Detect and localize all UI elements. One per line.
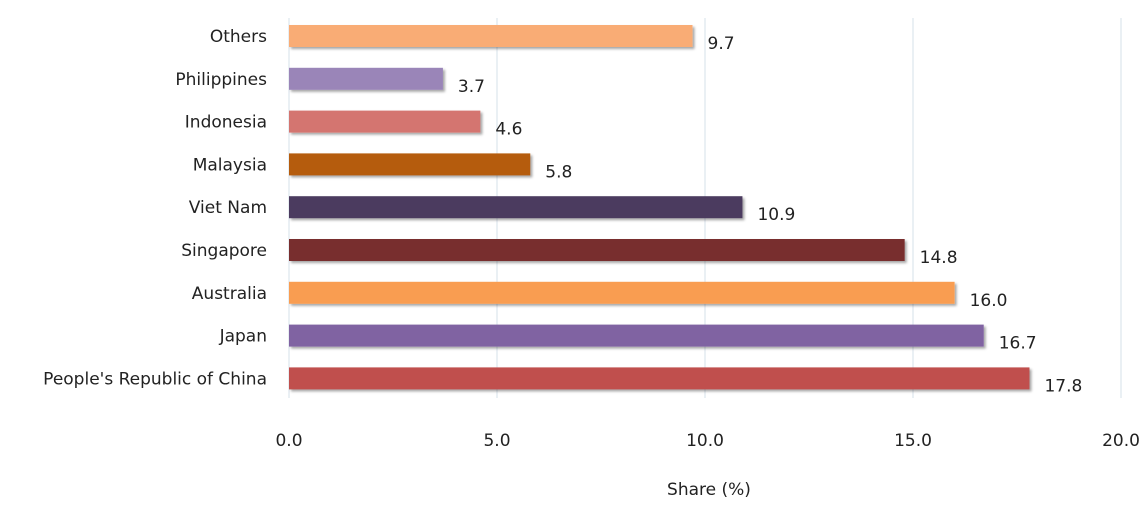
x-tick-labels: 0.0 5.0 10.0 15.0 20.0: [275, 431, 1139, 451]
category-label: Malaysia: [193, 155, 267, 175]
category-label: Philippines: [175, 70, 267, 90]
bar: [289, 153, 531, 176]
category-label: Australia: [192, 284, 267, 304]
bar: [289, 25, 693, 47]
category-label: Others: [210, 27, 267, 47]
x-tick-label: 10.0: [686, 431, 724, 451]
data-label: 9.7: [708, 34, 735, 54]
category-label: Viet Nam: [189, 198, 267, 218]
category-label: Singapore: [181, 241, 267, 261]
data-label: 17.8: [1044, 376, 1082, 396]
data-label: 4.6: [495, 120, 522, 140]
bar: [289, 110, 481, 133]
data-labels: 9.7 3.7 4.6 5.8 10.9 14.8 16.0 16.7 17.8: [458, 34, 1082, 396]
category-label: People's Republic of China: [43, 369, 267, 389]
x-axis-title: Share (%): [667, 480, 751, 500]
data-label: 16.7: [999, 334, 1037, 354]
data-label: 5.8: [545, 162, 572, 182]
bar: [289, 367, 1030, 390]
data-label: 10.9: [757, 205, 795, 225]
category-label: Japan: [219, 327, 267, 347]
data-label: 16.0: [970, 291, 1008, 311]
bars: [289, 25, 1030, 390]
x-tick-label: 0.0: [275, 431, 302, 451]
category-label: Indonesia: [185, 113, 267, 133]
x-tick-label: 15.0: [894, 431, 932, 451]
category-labels: Others Philippines Indonesia Malaysia Viet N…: [43, 27, 267, 389]
bar: [289, 196, 743, 219]
x-tick-label: 20.0: [1102, 431, 1140, 451]
bar: [289, 281, 955, 304]
bar: [289, 324, 984, 347]
data-label: 14.8: [920, 248, 958, 268]
x-tick-label: 5.0: [483, 431, 510, 451]
data-label: 3.7: [458, 77, 485, 97]
bar: [289, 239, 905, 261]
bar: [289, 67, 443, 90]
